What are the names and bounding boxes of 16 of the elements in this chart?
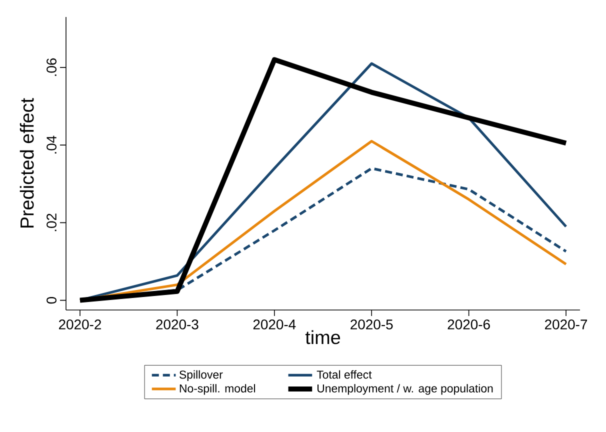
x-tick-label: 2020-6 xyxy=(448,320,490,330)
x-axis-title: time xyxy=(305,330,340,344)
x-tick-label: 2020-5 xyxy=(350,320,393,330)
legend-label: Total effect xyxy=(316,370,372,379)
y-tick-label: .02 xyxy=(46,214,56,232)
y-tick-label: 0 xyxy=(46,296,56,304)
legend-label: Unemployment / w. age population xyxy=(317,384,493,395)
legend-label: Spillover xyxy=(179,370,223,381)
x-tick-label: 2020-7 xyxy=(545,320,588,330)
y-tick-label: .06 xyxy=(46,58,56,76)
x-tick-label: 2020-3 xyxy=(156,320,198,330)
y-tick-label: .04 xyxy=(46,136,56,154)
x-tick-label: 2020-4 xyxy=(253,320,296,330)
legend-label: No-spill. model xyxy=(180,384,256,395)
x-tick-label: 2020-2 xyxy=(58,320,102,330)
y-axis-title: Predicted effect xyxy=(20,98,34,228)
